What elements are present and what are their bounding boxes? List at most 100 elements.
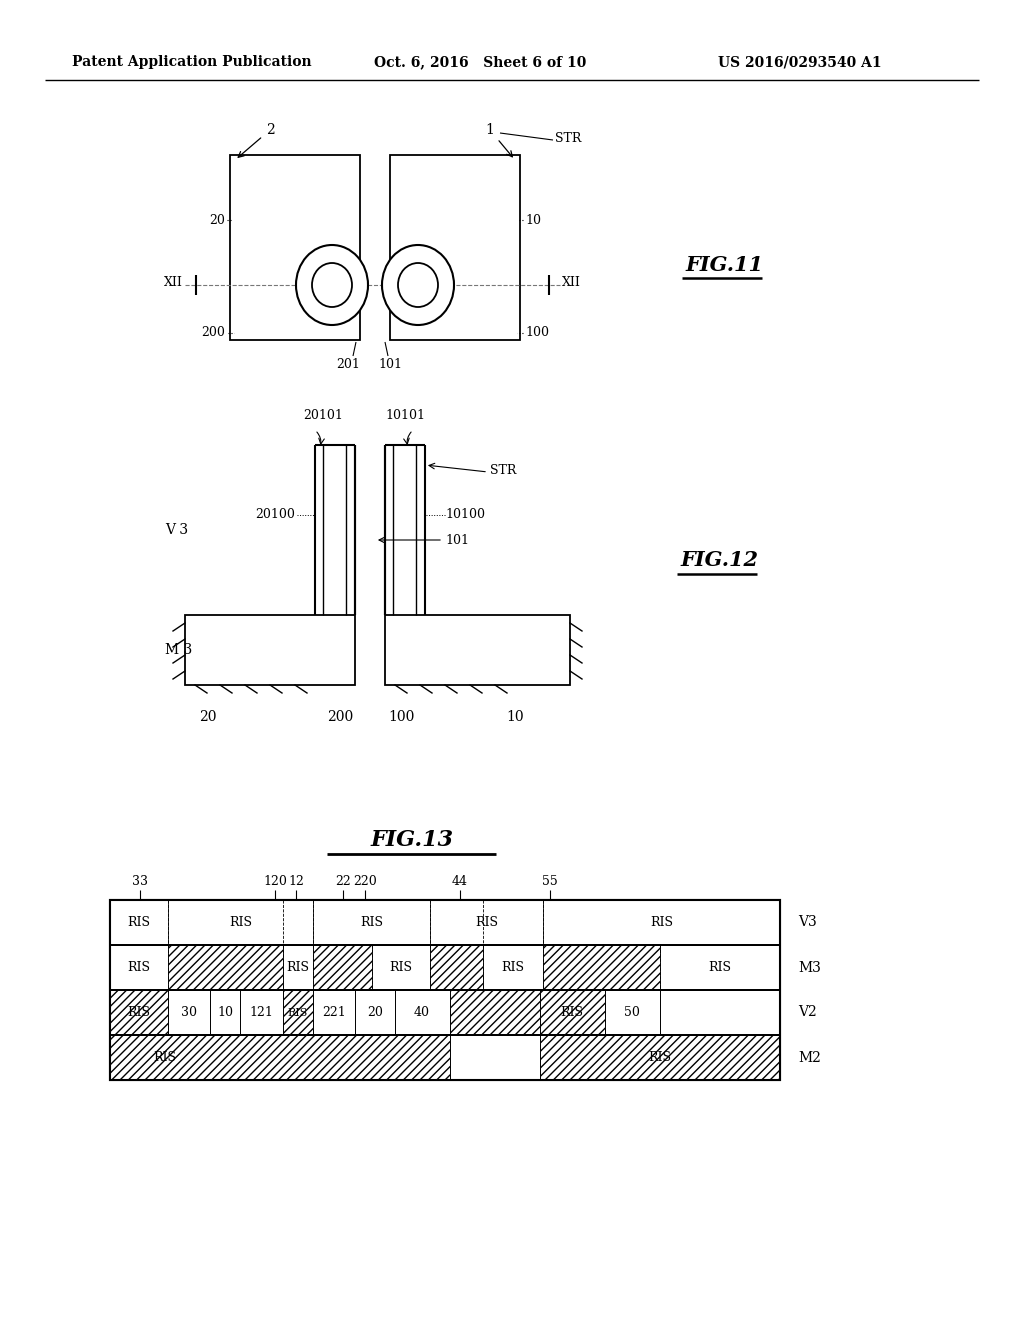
Bar: [605, 990, 660, 1035]
Text: V 3: V 3: [165, 523, 188, 537]
Text: 200: 200: [201, 326, 225, 339]
Text: 44: 44: [452, 875, 468, 888]
Bar: [372, 945, 430, 990]
Bar: [110, 945, 168, 990]
Text: 1: 1: [485, 123, 512, 157]
Text: FIG.11: FIG.11: [685, 255, 763, 275]
Text: 101: 101: [445, 533, 469, 546]
Bar: [110, 900, 168, 945]
Text: 20: 20: [367, 1006, 383, 1019]
Text: XII: XII: [164, 276, 183, 289]
Bar: [483, 945, 543, 990]
Bar: [355, 990, 395, 1035]
Text: 10101: 10101: [385, 409, 425, 422]
Text: STR: STR: [555, 132, 582, 144]
Text: 20: 20: [209, 214, 225, 227]
Bar: [185, 615, 355, 685]
Bar: [110, 990, 168, 1035]
Text: 50: 50: [624, 1006, 640, 1019]
Text: V2: V2: [798, 1006, 817, 1019]
Text: 120: 120: [263, 875, 287, 888]
Text: RIS: RIS: [360, 916, 383, 929]
Text: 221: 221: [323, 1006, 346, 1019]
Text: 100: 100: [525, 326, 549, 339]
Bar: [385, 615, 570, 685]
Ellipse shape: [398, 263, 438, 308]
Bar: [110, 900, 780, 1080]
Bar: [210, 990, 240, 1035]
Text: RIS: RIS: [389, 961, 413, 974]
Bar: [230, 154, 360, 341]
Text: XII: XII: [562, 276, 581, 289]
Text: RIS: RIS: [128, 916, 151, 929]
Text: 10: 10: [217, 1006, 233, 1019]
Text: RIS: RIS: [288, 1007, 308, 1018]
Ellipse shape: [296, 246, 368, 325]
Text: RIS: RIS: [128, 1006, 151, 1019]
Text: RIS: RIS: [287, 961, 309, 974]
Bar: [543, 945, 660, 990]
Text: 2: 2: [239, 123, 274, 157]
Text: 33: 33: [132, 875, 148, 888]
Ellipse shape: [312, 263, 352, 308]
Text: RIS: RIS: [648, 1051, 672, 1064]
Bar: [450, 990, 540, 1035]
Text: M2: M2: [798, 1051, 821, 1064]
Text: 20101: 20101: [303, 409, 343, 422]
Bar: [313, 945, 372, 990]
Text: 20: 20: [200, 710, 217, 723]
Text: STR: STR: [490, 463, 516, 477]
Bar: [395, 990, 450, 1035]
Text: 30: 30: [181, 1006, 197, 1019]
Ellipse shape: [382, 246, 454, 325]
Text: RIS: RIS: [475, 916, 498, 929]
Bar: [283, 990, 313, 1035]
Text: 12: 12: [288, 875, 304, 888]
Bar: [168, 990, 210, 1035]
Text: RIS: RIS: [154, 1051, 176, 1064]
Bar: [168, 900, 313, 945]
Bar: [283, 945, 313, 990]
Text: M 3: M 3: [165, 643, 193, 657]
Bar: [240, 990, 283, 1035]
Text: 220: 220: [353, 875, 377, 888]
Text: 10: 10: [506, 710, 524, 723]
Text: RIS: RIS: [709, 961, 731, 974]
Text: V3: V3: [798, 916, 817, 929]
Bar: [660, 945, 780, 990]
Text: RIS: RIS: [502, 961, 524, 974]
Text: 10: 10: [525, 214, 541, 227]
Text: 22: 22: [335, 875, 351, 888]
Text: M3: M3: [798, 961, 821, 974]
Text: Oct. 6, 2016   Sheet 6 of 10: Oct. 6, 2016 Sheet 6 of 10: [374, 55, 586, 69]
Text: 201: 201: [336, 358, 360, 371]
Text: RIS: RIS: [650, 916, 673, 929]
Text: US 2016/0293540 A1: US 2016/0293540 A1: [718, 55, 882, 69]
Text: RIS: RIS: [560, 1006, 584, 1019]
Text: 100: 100: [389, 710, 415, 723]
Bar: [450, 1035, 540, 1080]
Text: 10100: 10100: [445, 508, 485, 521]
Bar: [313, 990, 355, 1035]
Bar: [660, 990, 780, 1035]
Bar: [430, 945, 483, 990]
Text: 121: 121: [249, 1006, 273, 1019]
Bar: [168, 945, 283, 990]
Bar: [540, 1035, 780, 1080]
Text: FIG.13: FIG.13: [371, 829, 454, 851]
Text: 20100: 20100: [255, 508, 295, 521]
Bar: [540, 990, 605, 1035]
Text: 101: 101: [378, 358, 402, 371]
Text: Patent Application Publication: Patent Application Publication: [72, 55, 312, 69]
Text: 200: 200: [327, 710, 353, 723]
Bar: [430, 900, 543, 945]
Bar: [110, 900, 780, 1080]
Text: RIS: RIS: [229, 916, 252, 929]
Text: 40: 40: [414, 1006, 430, 1019]
Bar: [543, 900, 780, 945]
Text: FIG.12: FIG.12: [680, 550, 758, 570]
Text: 55: 55: [542, 875, 558, 888]
Bar: [313, 900, 430, 945]
Bar: [390, 154, 520, 341]
Bar: [110, 1035, 450, 1080]
